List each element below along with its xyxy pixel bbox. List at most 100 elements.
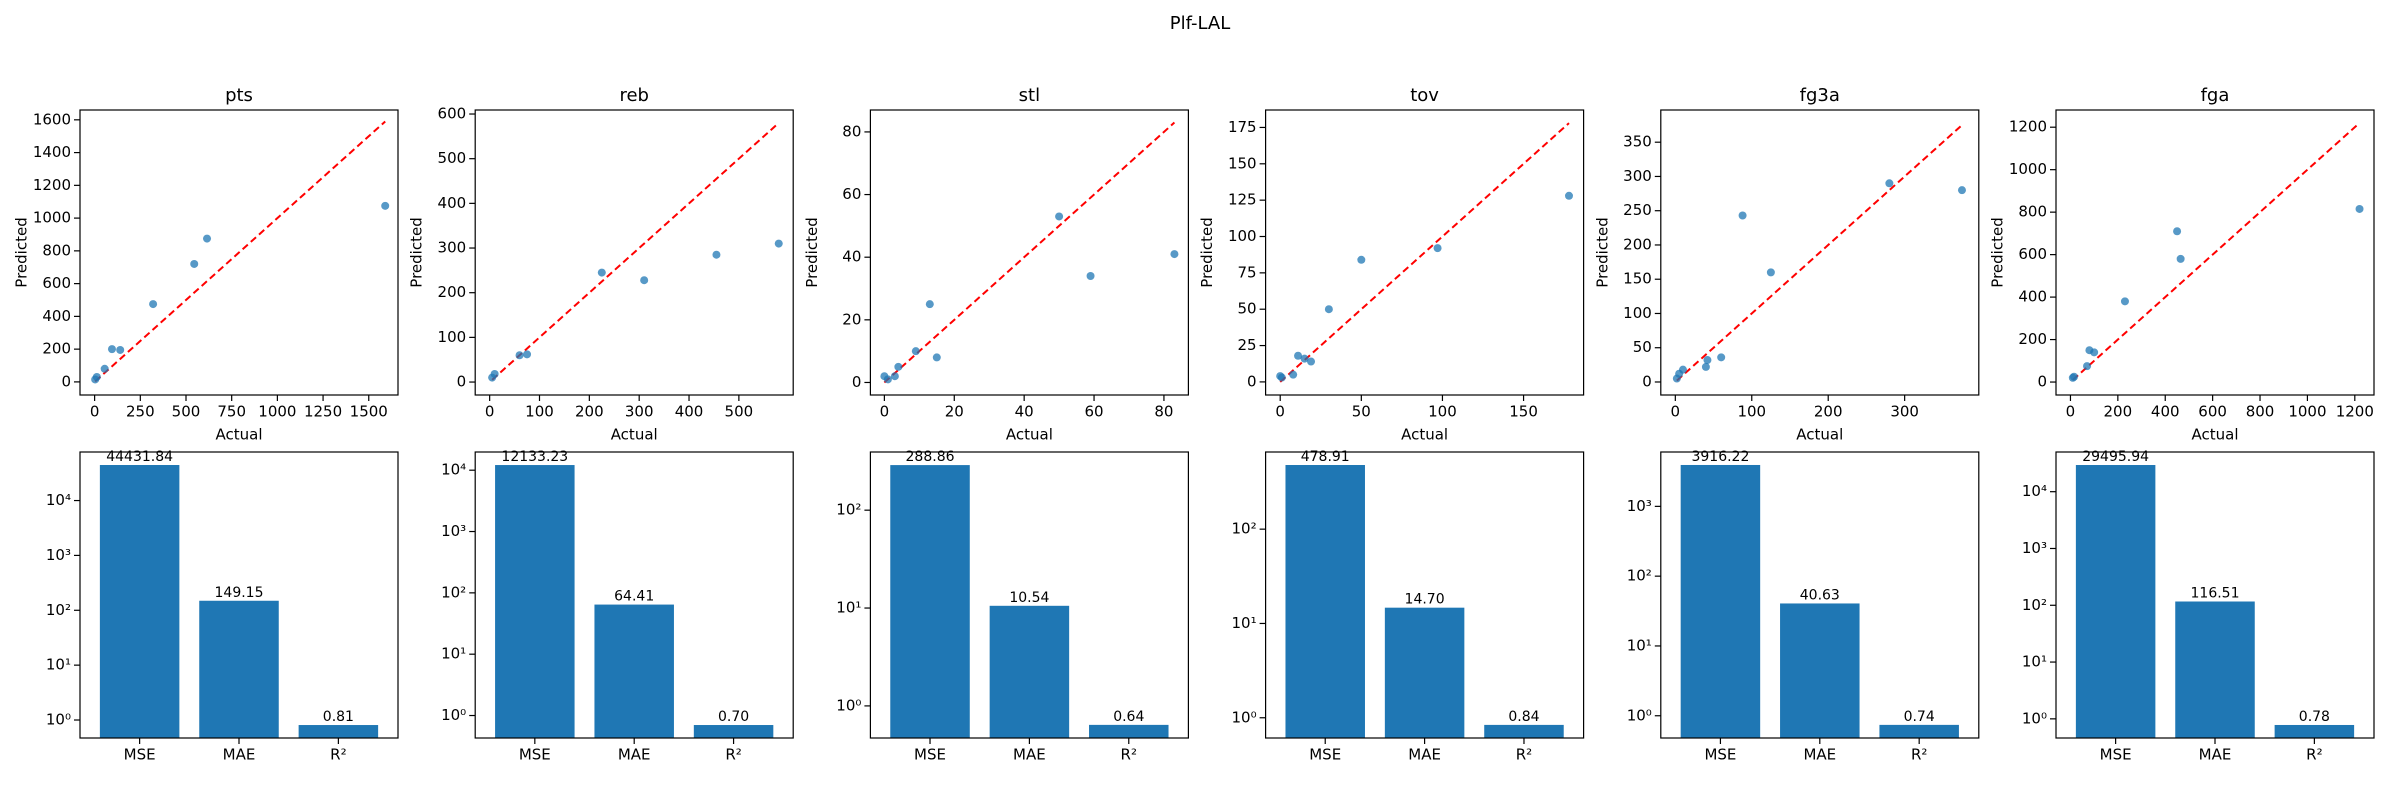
bar-value-label: 0.70: [718, 709, 749, 725]
y-tick-label: 10¹: [46, 656, 71, 674]
scatter-point: [712, 250, 721, 259]
x-tick-label: 200: [575, 403, 604, 421]
subplot-title: fga: [2201, 85, 2230, 106]
bar: [298, 725, 379, 738]
bar: [1879, 724, 1959, 738]
x-tick-label: 0: [2066, 403, 2076, 421]
y-tick-label: 10³: [46, 546, 71, 564]
scatter-point: [932, 353, 941, 362]
y-tick-label: 75: [1238, 263, 1257, 281]
x-tick-label: 600: [2198, 403, 2227, 421]
scatter-point: [1277, 373, 1286, 382]
bar: [693, 725, 774, 738]
y-tick-label: 300: [438, 239, 467, 257]
bar-value-label: 29495.94: [2082, 449, 2149, 465]
scatter-point: [116, 345, 125, 354]
x-axis-label: Actual: [1796, 426, 1843, 444]
y-axis-label: Predicted: [13, 217, 31, 287]
y-tick-label: 40: [842, 248, 861, 266]
x-tick-label: 200: [2104, 403, 2133, 421]
x-tick-label: 0: [485, 403, 495, 421]
axes-frame: [1660, 109, 1980, 396]
subplot-title: pts: [225, 85, 253, 106]
x-axis-label: Actual: [1401, 426, 1448, 444]
x-tick-label: MSE: [1704, 746, 1736, 764]
y-tick-label: 10¹: [836, 599, 861, 617]
y-tick-label: 10²: [2022, 596, 2047, 614]
y-tick-label: 10³: [441, 522, 466, 540]
scatter-point: [1957, 186, 1966, 195]
x-tick-label: 1200: [2336, 403, 2374, 421]
bar: [1680, 464, 1761, 738]
scatter-point: [1294, 351, 1303, 360]
x-tick-label: 250: [126, 403, 155, 421]
y-tick-label: 10⁰: [1627, 706, 1652, 724]
y-tick-label: 10⁰: [441, 706, 466, 724]
x-tick-label: 200: [1814, 403, 1843, 421]
y-axis-label: Predicted: [1989, 217, 2007, 287]
scatter-point: [1300, 354, 1309, 363]
reference-line: [2072, 122, 2361, 381]
x-tick-label: 1000: [258, 403, 296, 421]
bar: [2274, 724, 2355, 738]
scatter-point: [1055, 212, 1064, 221]
y-tick-label: 1600: [33, 110, 71, 128]
bar: [2175, 601, 2255, 738]
x-tick-label: 1250: [304, 403, 342, 421]
bar: [1484, 724, 1564, 738]
x-tick-label: 300: [625, 403, 654, 421]
x-tick-label: MAE: [1013, 746, 1046, 764]
scatter-point: [1307, 357, 1316, 366]
x-tick-label: 40: [1015, 403, 1034, 421]
axes-frame: [79, 109, 399, 396]
y-tick-label: 150: [1228, 154, 1257, 172]
bar: [1384, 607, 1465, 738]
y-tick-label: 10¹: [1231, 614, 1256, 632]
y-tick-label: 600: [438, 105, 467, 123]
y-tick-label: 800: [42, 241, 71, 259]
scatter-point: [1170, 250, 1179, 259]
y-tick-label: 1000: [2009, 160, 2047, 178]
x-tick-label: R²: [2306, 746, 2322, 764]
y-tick-label: 100: [1623, 304, 1652, 322]
scatter-point: [2120, 297, 2129, 306]
scatter-point: [2355, 204, 2364, 213]
x-tick-label: MAE: [1803, 746, 1836, 764]
scatter-point: [523, 350, 532, 359]
scatter-point: [894, 362, 903, 371]
y-tick-label: 100: [1228, 227, 1257, 245]
scatter-point: [2176, 254, 2185, 263]
scatter-point: [1766, 268, 1775, 277]
y-tick-label: 200: [438, 283, 467, 301]
y-axis-label: Predicted: [1198, 217, 1216, 287]
scatter-point: [1703, 356, 1712, 365]
y-tick-label: 10⁰: [1231, 708, 1256, 726]
y-tick-label: 0: [2037, 373, 2047, 391]
x-tick-label: MAE: [1408, 746, 1441, 764]
x-tick-label: R²: [1121, 746, 1137, 764]
reference-line: [1279, 122, 1570, 383]
bar-value-label: 64.41: [614, 589, 654, 605]
x-tick-label: 1000: [2288, 403, 2326, 421]
x-tick-label: 500: [172, 403, 201, 421]
x-tick-label: MAE: [2199, 746, 2232, 764]
scatter-point: [1357, 255, 1366, 264]
x-tick-label: 800: [2246, 403, 2275, 421]
y-tick-label: 0: [852, 373, 862, 391]
scatter-point: [2070, 372, 2079, 381]
reference-line: [1676, 124, 1963, 382]
y-tick-label: 25: [1238, 336, 1257, 354]
bar-value-label: 12133.23: [501, 449, 568, 465]
bar-value-label: 14.70: [1405, 592, 1445, 608]
scatter-point: [2173, 227, 2182, 236]
subplot-title: reb: [619, 85, 649, 106]
bar: [1285, 465, 1365, 738]
y-tick-label: 250: [1623, 201, 1652, 219]
scatter-point: [100, 364, 109, 373]
y-tick-label: 1200: [33, 176, 71, 194]
scatter-point: [640, 276, 649, 285]
x-tick-label: MSE: [124, 746, 156, 764]
scatter-point: [190, 259, 199, 268]
x-axis-label: Actual: [2192, 426, 2239, 444]
